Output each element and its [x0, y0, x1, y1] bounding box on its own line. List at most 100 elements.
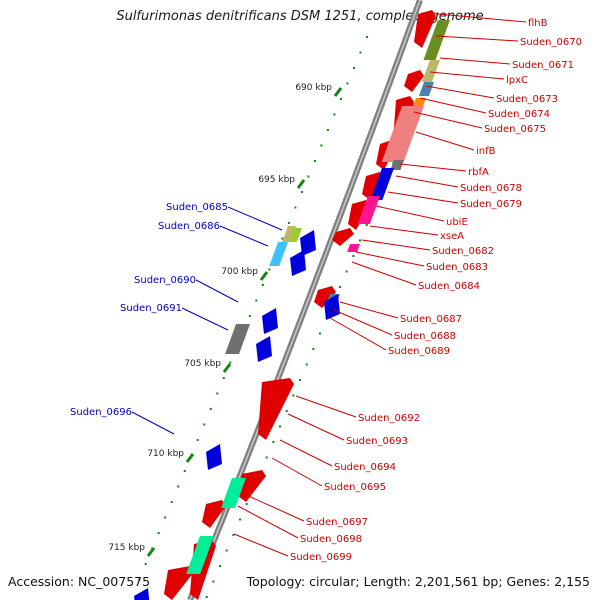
forward-gene-arrow — [414, 10, 436, 48]
scale-dot — [320, 144, 323, 147]
forward-gene-label: flhB — [528, 18, 548, 29]
scale-dot-outer — [312, 348, 315, 350]
scale-tick — [222, 363, 232, 373]
reverse-label-leader — [181, 307, 229, 331]
scale-dot-outer — [225, 549, 228, 552]
forward-gene-label: Suden_0671 — [512, 60, 574, 71]
forward-label-leader — [329, 317, 387, 351]
gene-block — [221, 478, 246, 508]
forward-label-leader — [369, 225, 439, 236]
scale-dot — [281, 237, 284, 240]
gene-block — [390, 160, 404, 170]
forward-gene-label: Suden_0694 — [334, 462, 396, 473]
gene-block — [282, 226, 296, 242]
reverse-label-leader — [131, 411, 175, 435]
forward-gene-label: Suden_0683 — [426, 262, 488, 273]
scale-dot — [352, 67, 355, 69]
forward-gene-label: Suden_0682 — [432, 246, 494, 257]
forward-label-leader — [295, 395, 357, 418]
scale-dot — [183, 470, 186, 472]
gene-block — [288, 228, 302, 242]
scale-dot — [144, 563, 147, 565]
scale-dot-outer — [239, 518, 242, 521]
scale-dot — [261, 284, 264, 286]
forward-label-leader — [429, 71, 505, 80]
reverse-label-leader — [227, 206, 283, 231]
scale-dot — [222, 377, 225, 379]
scale-dot — [164, 516, 167, 519]
forward-gene-arrow — [332, 228, 354, 246]
forward-label-leader — [399, 163, 467, 172]
forward-gene-label: Suden_0699 — [290, 552, 352, 563]
scale-dot-outer — [339, 286, 342, 288]
reverse-gene-arrow — [290, 250, 306, 276]
scale-tick-label: 690 kbp — [295, 83, 332, 93]
scale-dot-outer — [319, 332, 322, 335]
forward-label-leader — [415, 131, 475, 151]
forward-label-leader — [437, 13, 527, 23]
forward-label-leader — [243, 493, 305, 522]
gene-block — [418, 82, 434, 96]
forward-gene-label: Suden_0670 — [520, 37, 582, 48]
forward-label-leader — [387, 191, 459, 204]
forward-label-leader — [413, 111, 483, 129]
gene-block — [413, 98, 426, 106]
scale-dot — [313, 160, 316, 162]
forward-label-leader — [333, 309, 393, 336]
forward-label-leader — [339, 301, 399, 319]
gene-block — [421, 60, 440, 82]
scale-dot-outer — [272, 441, 275, 443]
forward-gene-arrow — [314, 286, 336, 308]
forward-gene-label: Suden_0679 — [460, 199, 522, 210]
scale-dot — [177, 485, 180, 488]
scale-tick — [333, 87, 343, 97]
forward-label-leader — [237, 505, 299, 539]
scale-dot-outer — [285, 410, 288, 412]
reverse-gene-arrow — [256, 336, 272, 362]
reverse-label-leader — [195, 279, 239, 303]
forward-label-leader — [439, 57, 511, 65]
reverse-gene-label: Suden_0685 — [166, 202, 228, 213]
scale-dot-outer — [265, 456, 268, 459]
forward-label-leader — [287, 413, 345, 441]
gene-block — [225, 324, 250, 354]
gene-block — [186, 536, 214, 574]
forward-label-leader — [419, 97, 487, 114]
forward-gene-label: Suden_0684 — [418, 281, 480, 292]
forward-label-leader — [233, 533, 289, 557]
scale-dot-outer — [292, 394, 295, 397]
scale-dot — [209, 408, 212, 410]
forward-gene-arrow — [202, 500, 226, 528]
forward-label-leader — [355, 251, 425, 267]
gene-block — [381, 106, 424, 162]
scale-dot-outer — [352, 255, 355, 257]
scale-dot — [333, 113, 336, 116]
gene-block — [347, 244, 360, 252]
scale-dot — [138, 578, 141, 581]
forward-gene-label: Suden_0675 — [484, 124, 546, 135]
scale-tick — [296, 179, 306, 189]
reverse-gene-arrow — [324, 294, 340, 320]
scale-dot — [326, 129, 329, 131]
scale-dot — [248, 315, 251, 317]
forward-gene-label: Suden_0689 — [388, 346, 450, 357]
forward-label-leader — [361, 239, 431, 251]
forward-label-leader — [435, 35, 519, 42]
forward-gene-label: Suden_0687 — [400, 314, 462, 325]
scale-dot — [229, 361, 232, 364]
scale-dot — [216, 392, 219, 395]
reverse-gene-arrow — [300, 230, 316, 256]
reverse-gene-arrow — [206, 444, 222, 470]
forward-gene-label: xseA — [440, 231, 464, 242]
scale-dot-outer — [359, 239, 362, 242]
reverse-gene-label: Suden_0690 — [134, 275, 196, 286]
scale-tick-label: 715 kbp — [108, 543, 145, 553]
scale-dot — [268, 268, 271, 271]
forward-gene-label: Suden_0688 — [394, 331, 456, 342]
scale-dot-outer — [212, 580, 215, 583]
forward-gene-label: infB — [476, 146, 496, 157]
reverse-gene-arrow — [262, 308, 278, 334]
scale-tick — [259, 271, 269, 281]
